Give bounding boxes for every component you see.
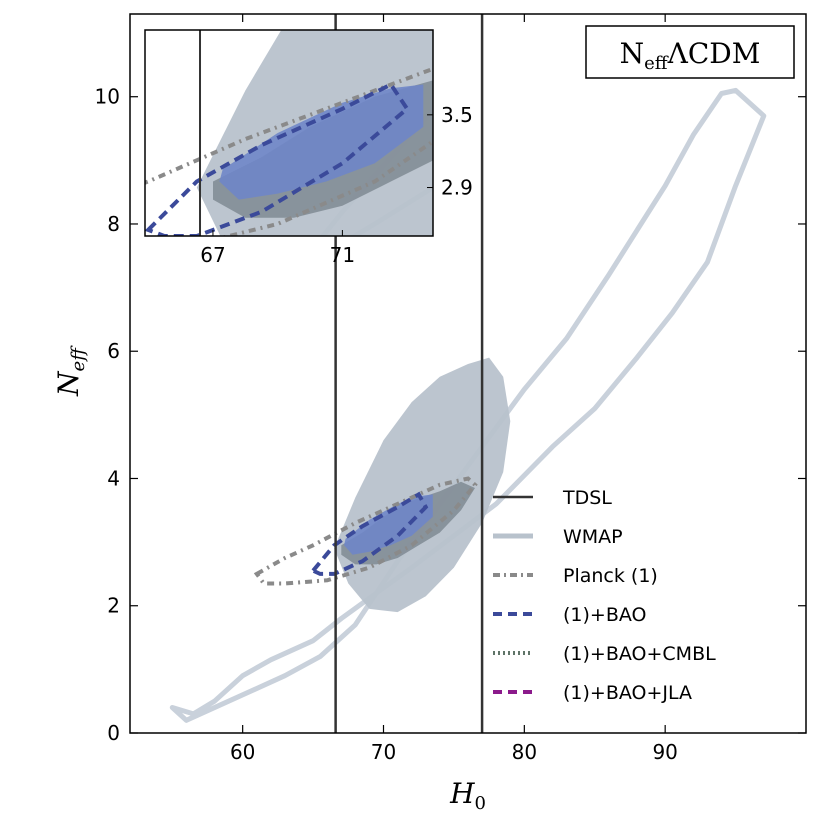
x-tick-label: 80 (512, 740, 537, 764)
legend-label-1: TDSL (562, 487, 612, 509)
planck-contour (253, 476, 478, 586)
axes-frame (129, 13, 807, 734)
x-axis-title: H0 (449, 777, 486, 814)
legend-label-3: Planck (1) (563, 565, 658, 587)
inset-frame (144, 29, 434, 237)
model-label: NeffΛCDM (620, 37, 761, 74)
legend-label-4: (1)+BAO (563, 604, 647, 626)
inset-y-tick-label: 2.9 (441, 176, 473, 200)
inset-planck-contour (145, 66, 433, 236)
legend-label-2: WMAP (563, 526, 623, 548)
legend-label-6: (1)+BAO+JLA (563, 682, 692, 704)
x-tick-label: 60 (230, 740, 255, 764)
x-tick-label: 90 (652, 740, 677, 764)
y-axis-title: Neff (52, 345, 89, 397)
x-tick-label: 70 (371, 740, 396, 764)
inset-ticks: 67 71 2.9 3.5 (200, 103, 473, 267)
y-tick-label: 6 (107, 339, 120, 363)
wmap-filled-contour (334, 357, 511, 613)
y-tick-label: 10 (95, 85, 120, 109)
inset-y-tick-label: 3.5 (441, 103, 473, 127)
legend-label-5: (1)+BAO+CMBL (563, 643, 716, 665)
inset-bao-filled-contour (219, 84, 424, 200)
inset-series (145, 30, 433, 236)
inset-x-tick-label: 67 (200, 243, 225, 267)
y-tick-label: 2 (107, 594, 120, 618)
y-tick-label: 8 (107, 212, 120, 236)
inset-bao-contour (145, 81, 410, 236)
legend: TDSL WMAP Planck (1) (1)+BAO (1)+BAO+CMBL (1)… (493, 487, 716, 704)
inset-x-tick-label: 71 (330, 243, 355, 267)
main-plot-series (169, 87, 767, 723)
bao-filled-contour (344, 494, 433, 555)
main-ticks: 60 70 80 90 0 2 4 6 8 10 (95, 14, 806, 764)
inset-tdsl-lines (199, 30, 202, 236)
model-label-box (585, 25, 795, 79)
y-tick-label: 4 (107, 466, 120, 490)
bao-contour (309, 491, 429, 576)
y-tick-label: 0 (107, 721, 120, 745)
